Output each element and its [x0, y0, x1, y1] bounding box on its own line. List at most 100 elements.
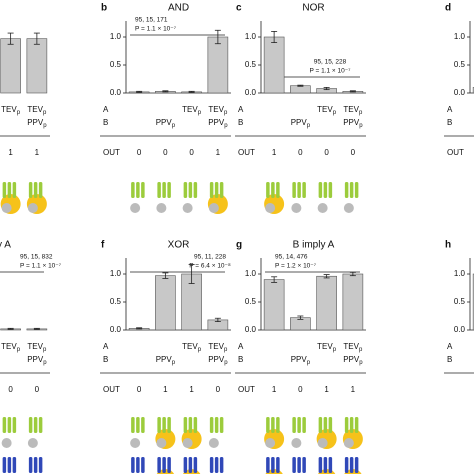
protein-icon: [7, 457, 12, 473]
protein-icon: [209, 182, 214, 198]
output-value: 0: [298, 148, 303, 157]
row-label: A: [103, 342, 109, 351]
protein-icon: [141, 417, 145, 433]
output-value: 0: [216, 385, 221, 394]
enzyme-icon: [27, 203, 38, 213]
condition-subscript: p: [43, 360, 47, 366]
condition-subscript: p: [359, 360, 363, 366]
protein-icon: [276, 417, 280, 433]
output-value: 1: [189, 385, 194, 394]
output-value: 0: [8, 385, 13, 394]
protein-icon: [318, 417, 323, 433]
condition-subscript: p: [43, 110, 47, 116]
row-label: A: [103, 105, 109, 114]
condition-label: PPVp: [291, 118, 311, 128]
enzyme-icon: [182, 438, 193, 448]
protein-icon: [167, 417, 171, 433]
protein-icon: [297, 457, 301, 473]
condition-label: TEVp: [1, 342, 21, 352]
output-value: 0: [35, 385, 40, 394]
panel-title: XOR: [168, 240, 190, 251]
protein-icon: [188, 182, 193, 198]
output-value: 1: [35, 148, 40, 157]
stat-annotation: 95, 15, 832: [20, 254, 53, 261]
stat-annotation: P = 1.1 × 10⁻⁷: [135, 26, 177, 33]
enzyme-icon: [1, 203, 12, 213]
output-value: 1: [351, 385, 356, 394]
output-value: 0: [163, 148, 168, 157]
protein-icon: [354, 457, 359, 473]
stat-annotation: P = 1.1 × 10⁻⁷: [20, 263, 62, 270]
protein-icon: [193, 182, 198, 198]
y-tick-label: 0.0: [245, 88, 257, 97]
enzyme-icon: [27, 438, 38, 448]
output-value: 0: [324, 148, 329, 157]
condition-label: TEVp: [182, 105, 202, 115]
protein-icon: [214, 182, 219, 198]
condition-subscript: p: [333, 347, 337, 353]
protein-icon: [349, 417, 354, 433]
protein-icon: [38, 457, 43, 473]
panel-title: B imply A: [293, 240, 335, 251]
protein-icon: [38, 417, 43, 433]
condition-name: PPV: [27, 118, 44, 127]
y-tick-label: 0.5: [245, 297, 257, 306]
protein-icon: [38, 182, 43, 198]
condition-subscript: p: [224, 360, 228, 366]
protein-icon: [193, 417, 198, 433]
condition-name: PPV: [291, 118, 308, 127]
enzyme-icon: [317, 203, 328, 213]
protein-icon: [323, 457, 328, 473]
panel-letter: c: [236, 3, 242, 14]
panel-title: AND: [168, 3, 189, 14]
protein-icon: [328, 182, 333, 198]
condition-name: TEV: [182, 342, 198, 351]
condition-label: PPVp: [208, 118, 228, 128]
condition-label: TEVp: [182, 342, 202, 352]
protein-icon: [7, 182, 12, 198]
row-label: OUT: [447, 148, 464, 157]
protein-icon: [219, 182, 224, 198]
output-value: 1: [8, 148, 13, 157]
panel-letter: g: [236, 240, 242, 251]
row-label: B: [103, 118, 108, 127]
protein-icon: [131, 417, 135, 433]
bar: [207, 36, 229, 94]
protein-icon: [2, 457, 7, 473]
protein-icon: [131, 182, 135, 198]
stat-annotation: 95, 14, 476: [275, 254, 308, 261]
enzyme-icon: [291, 438, 302, 448]
condition-label: TEVp: [343, 105, 363, 115]
enzyme-icon: [182, 203, 193, 213]
condition-name: PPV: [27, 355, 44, 364]
condition-name: TEV: [343, 105, 359, 114]
stat-annotation: 95, 15, 171: [135, 17, 168, 24]
condition-label: TEVp: [27, 342, 47, 352]
enzyme-icon: [291, 203, 302, 213]
enzyme-icon: [130, 438, 141, 448]
condition-subscript: p: [224, 123, 228, 129]
y-tick-label: 1.0: [110, 32, 122, 41]
enzyme-icon: [208, 438, 219, 448]
condition-name: TEV: [317, 342, 333, 351]
condition-label: PPVp: [208, 355, 228, 365]
row-label: B: [238, 355, 243, 364]
protein-icon: [297, 182, 301, 198]
condition-name: TEV: [1, 342, 17, 351]
bar: [26, 38, 48, 94]
protein-icon: [266, 457, 270, 473]
bar: [0, 38, 21, 94]
protein-icon: [276, 457, 280, 473]
protein-icon: [271, 182, 275, 198]
protein-icon: [266, 182, 270, 198]
y-tick-label: 0.0: [110, 325, 122, 334]
protein-icon: [33, 457, 38, 473]
protein-icon: [209, 457, 214, 473]
condition-name: TEV: [27, 342, 43, 351]
protein-icon: [141, 457, 145, 473]
protein-icon: [276, 182, 280, 198]
output-value: 1: [272, 385, 277, 394]
protein-icon: [349, 182, 354, 198]
condition-name: TEV: [208, 342, 224, 351]
